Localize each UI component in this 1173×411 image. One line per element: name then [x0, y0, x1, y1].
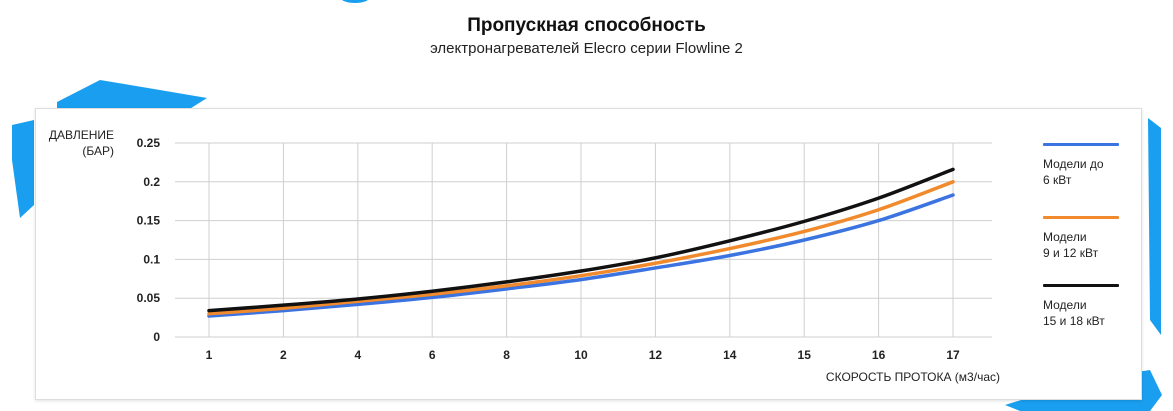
chart-plot: 00.050.10.150.20.251 2 4 6 8 10 12 14 15 16 17 [137, 136, 992, 362]
x-axis-label: СКОРОСТЬ ПРОТОКА (м3/час) [825, 370, 1000, 384]
x-tick-label-6: 12 [649, 348, 663, 362]
legend-label-series-2-line-1: Модели [1043, 230, 1087, 244]
chart-card [35, 108, 1142, 400]
y-tick-label-1: 0.05 [137, 291, 161, 305]
chart-title: Пропускная способность [467, 15, 706, 36]
y-tick-label-5: 0.25 [137, 136, 161, 150]
decor-shape-left [12, 120, 34, 218]
decor-shape-right [1148, 118, 1161, 335]
decor-shape-top [342, 0, 368, 3]
y-tick-label-2: 0.1 [143, 252, 160, 266]
legend-label-series-3-line-1: Модели [1043, 298, 1087, 312]
series-line-3 [207, 167, 955, 313]
y-tick-label-3: 0.15 [137, 214, 161, 228]
legend-label-series-1-line-1: Модели до [1043, 157, 1104, 171]
chart-subtitle: электронагревателей Elecro серии Flowlin… [430, 40, 743, 57]
x-tick-label-5: 10 [574, 348, 588, 362]
y-tick-label-0: 0 [153, 330, 160, 344]
x-tick-label-4: 8 [503, 348, 510, 362]
legend-label-series-1: Модели до 6 кВт [1043, 156, 1133, 188]
decor-shape-top-left [57, 80, 207, 110]
x-tick-label-2: 4 [354, 348, 361, 362]
legend-item-series-3: Модели 15 и 18 кВт [1043, 284, 1133, 329]
y-axis-label: ДАВЛЕНИЕ (БАР) [40, 127, 114, 159]
legend-item-series-2: Модели 9 и 12 кВт [1043, 216, 1133, 261]
y-axis-label-line-1: ДАВЛЕНИЕ [48, 128, 114, 142]
legend-swatch-series-2 [1043, 216, 1119, 219]
legend-label-series-2-line-2: 9 и 12 кВт [1043, 246, 1099, 260]
legend-label-series-3-line-2: 15 и 18 кВт [1043, 314, 1105, 328]
legend-label-series-1-line-2: 6 кВт [1043, 173, 1072, 187]
y-tick-label-4: 0.2 [143, 175, 160, 189]
legend-item-series-1: Модели до 6 кВт [1043, 143, 1133, 188]
legend-swatch-series-3 [1043, 284, 1119, 287]
series-line-2 [207, 180, 955, 316]
legend-label-series-3: Модели 15 и 18 кВт [1043, 297, 1133, 329]
x-tick-label-0: 1 [206, 348, 213, 362]
x-tick-label-9: 16 [872, 348, 886, 362]
x-tick-label-3: 6 [429, 348, 436, 362]
x-tick-label-7: 14 [723, 348, 737, 362]
legend-swatch-series-1 [1043, 143, 1119, 146]
x-tick-label-10: 17 [946, 348, 960, 362]
series-line-1 [207, 193, 955, 318]
x-tick-label-1: 2 [280, 348, 287, 362]
x-tick-label-8: 15 [798, 348, 812, 362]
legend-label-series-2: Модели 9 и 12 кВт [1043, 229, 1133, 261]
y-axis-label-line-2: (БАР) [82, 144, 114, 158]
